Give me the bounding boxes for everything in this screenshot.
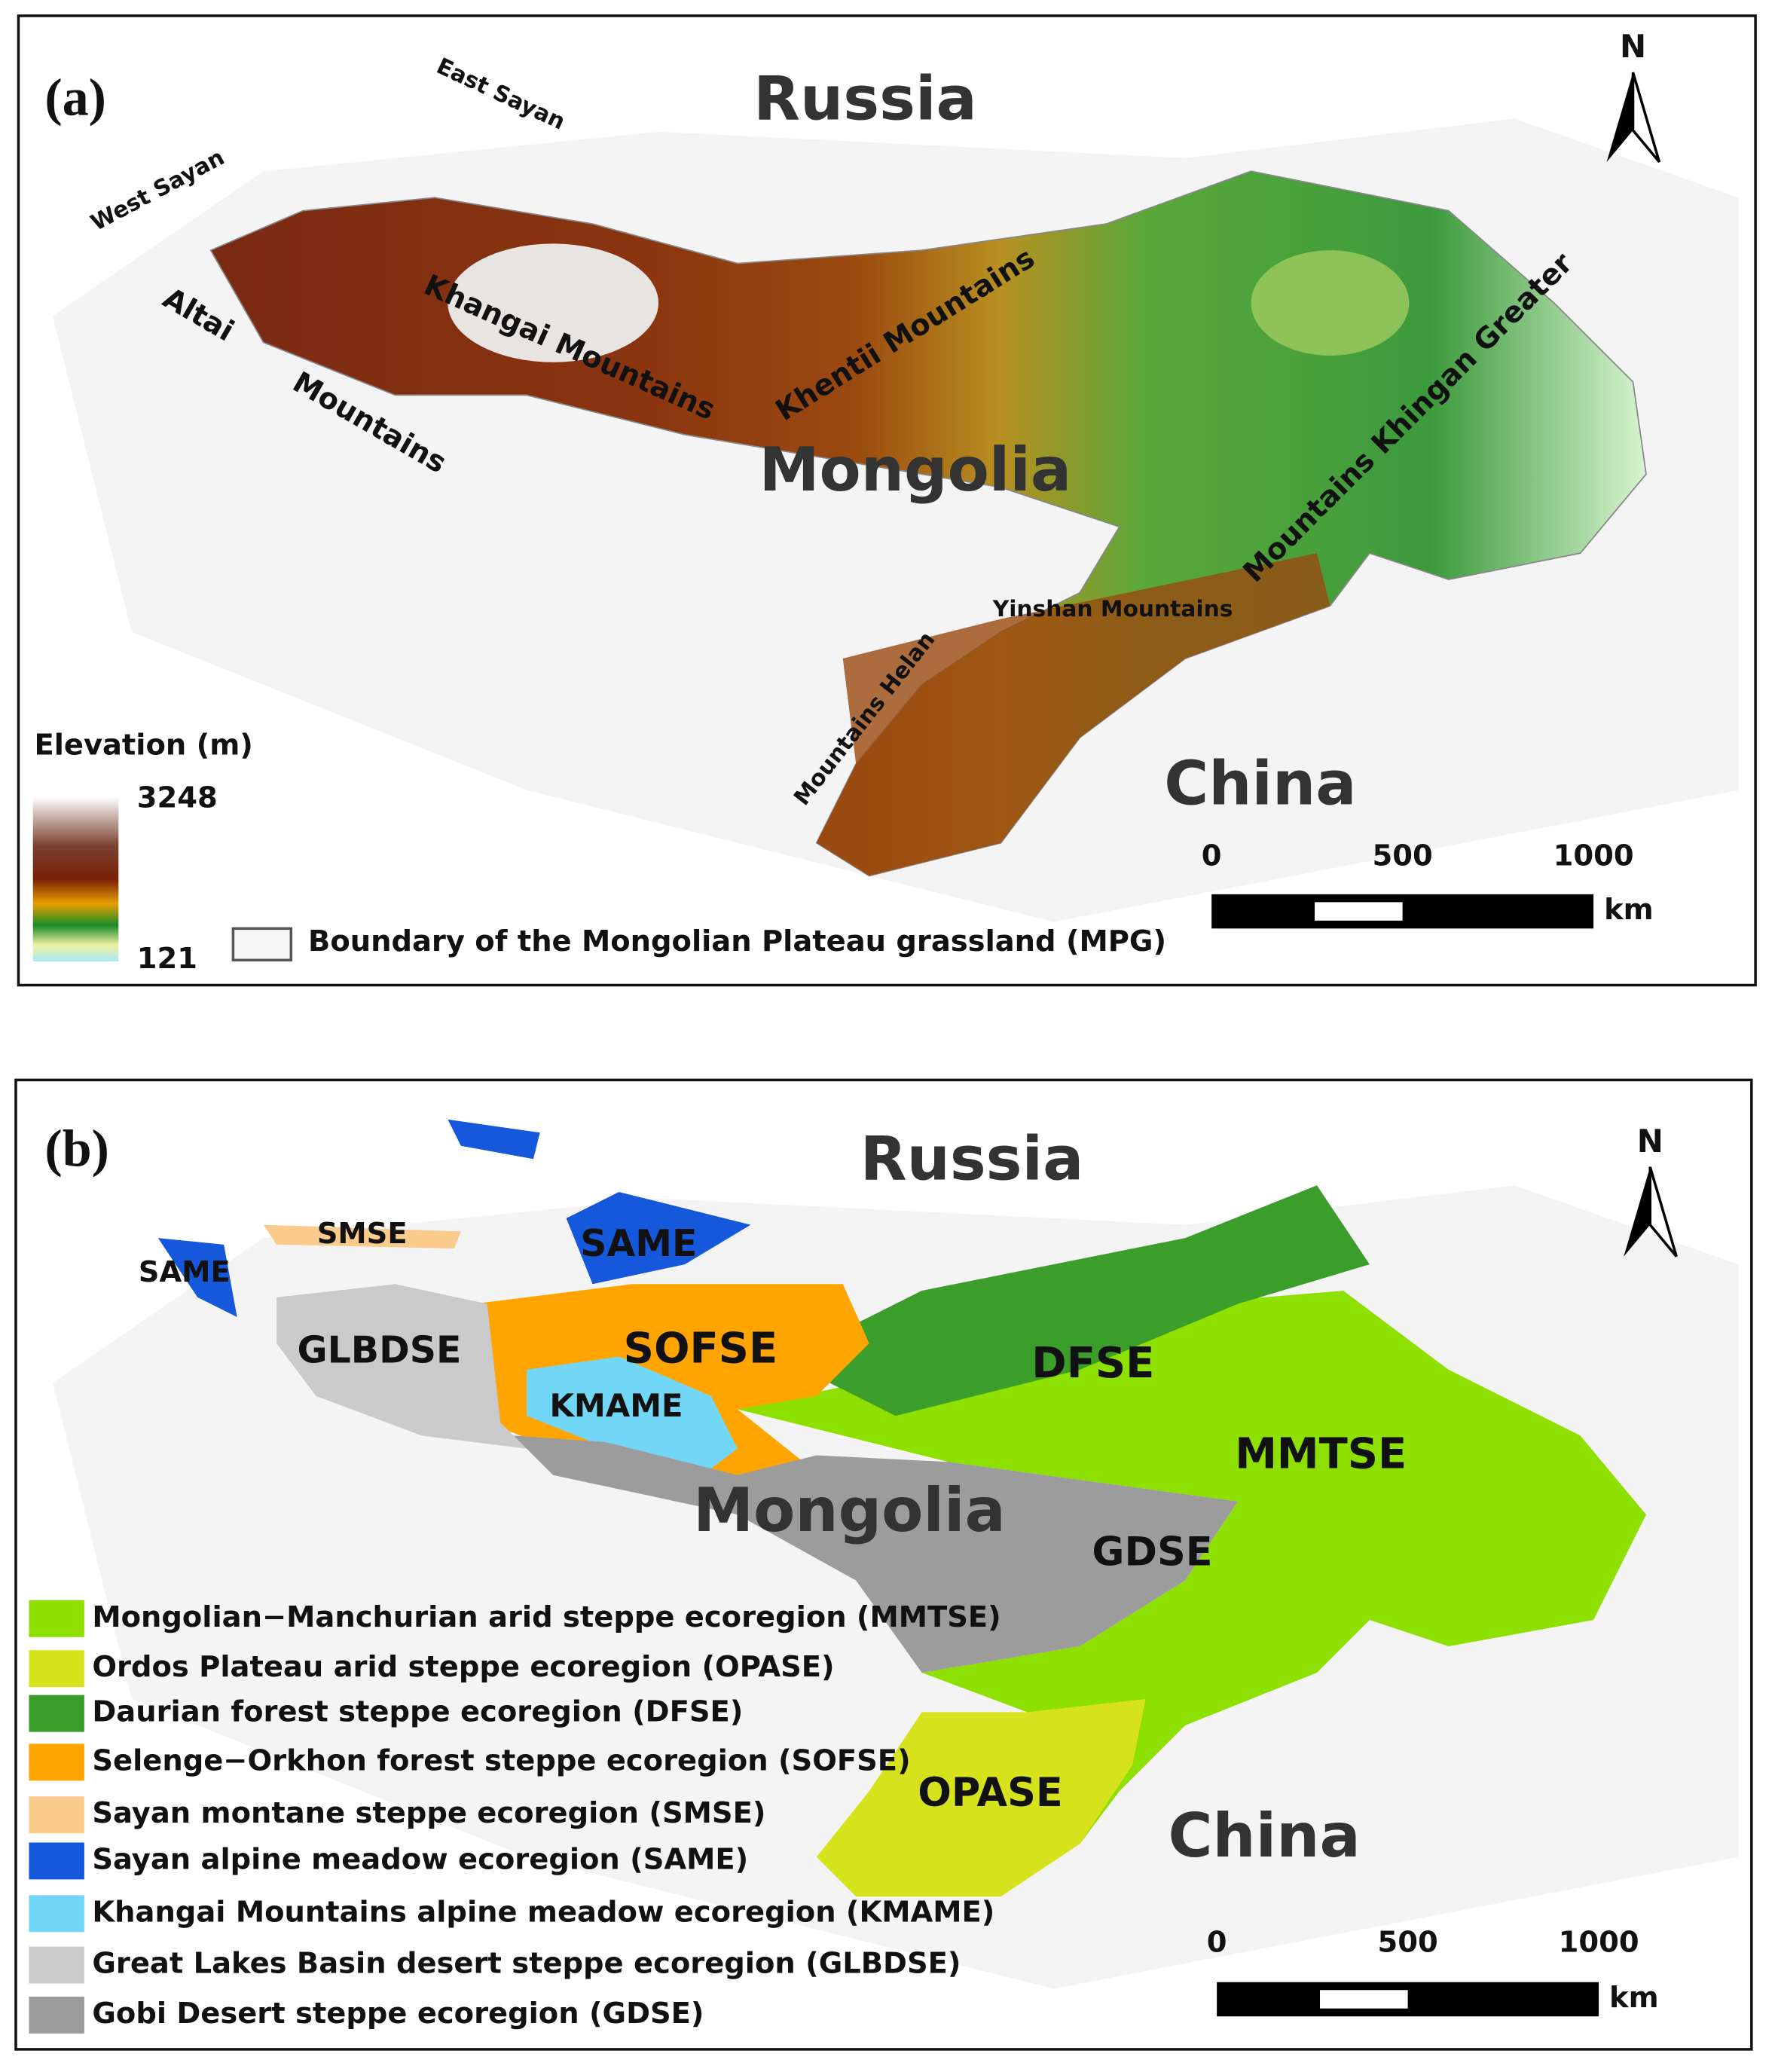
scale-tick-label: 1000 [1553, 839, 1634, 873]
elevation-south [816, 553, 1330, 876]
country-label: China [1168, 1800, 1360, 1871]
north-label: N [1637, 1123, 1663, 1160]
boundary-swatch [231, 927, 293, 962]
legend-label: Mongolian−Manchurian arid steppe ecoregi… [92, 1600, 1001, 1634]
boundary-legend: Boundary of the Mongolian Plateau grassl… [308, 924, 1166, 958]
north-arrow [1631, 72, 1661, 163]
country-label: China [1164, 747, 1356, 818]
legend-swatch [29, 1695, 84, 1732]
region-labels: SMSE SAME SAME GLBDSE SOFSE KMAME DFSE MMTSE GDS… [139, 1217, 1407, 1816]
legend-title: Elevation (m) [34, 729, 252, 762]
scale-tick-label: 500 [1377, 1926, 1437, 1960]
legend-label: Selenge−Orkhon forest steppe ecoregion (… [92, 1743, 910, 1777]
scale-unit: km [1609, 1981, 1659, 2015]
region-smse [263, 1224, 461, 1249]
scale-bars: 0 500 1000 km N 0 500 1000 km N [1202, 28, 1678, 2017]
north-arrow [1624, 1166, 1651, 1257]
region-label: SAME [139, 1255, 231, 1289]
panel-label: (b) [44, 1120, 108, 1178]
low-elevation [1251, 250, 1410, 356]
scale-tick-label: 0 [1207, 1926, 1227, 1960]
region-label: SMSE [317, 1217, 408, 1251]
region-same [157, 1119, 751, 1317]
country-label: Russia [860, 1123, 1084, 1193]
legend-swatch [29, 1842, 84, 1880]
north-arrow [1648, 1166, 1678, 1258]
legend-swatch [29, 1895, 84, 1933]
legend: Mongolian−Manchurian arid steppe ecoregi… [29, 1600, 1001, 2034]
country-label: Russia [753, 63, 977, 133]
region-opase [816, 1698, 1146, 1897]
scale-tick-label: 500 [1372, 839, 1432, 873]
legend-label: Great Lakes Basin desert steppe ecoregio… [92, 1947, 961, 1981]
region-dfse [829, 1185, 1370, 1416]
scale-unit: km [1604, 893, 1654, 927]
high-elevation [448, 243, 658, 362]
region-label: DFSE [1031, 1339, 1154, 1388]
colorbar [32, 796, 119, 962]
scale-bar-segment [1315, 902, 1403, 921]
legend-swatch [29, 1796, 84, 1834]
region-kmame [527, 1356, 738, 1469]
region-gdse [513, 1435, 1239, 1673]
legend-label: Daurian forest steppe ecoregion (DFSE) [92, 1695, 743, 1729]
region-label: SOFSE [624, 1325, 778, 1374]
north-label: N [1620, 28, 1646, 65]
place-label: Yinshan Mountains [992, 596, 1233, 622]
region-glbdse [276, 1284, 527, 1449]
colorbar-max: 3248 [137, 781, 218, 815]
colorbar-min: 121 [137, 942, 197, 976]
country-label: Mongolia [693, 1475, 1006, 1545]
legend-label: Khangai Mountains alpine meadow ecoregio… [92, 1895, 994, 1929]
legend-label: Gobi Desert steppe ecoregion (GDSE) [92, 1997, 704, 2031]
legend-swatch [29, 1743, 84, 1781]
region-label: GDSE [1092, 1529, 1212, 1575]
scale-tick-label: 0 [1202, 839, 1222, 873]
panels: (a) Russia Mongolia China West Sayan Eas… [14, 14, 1757, 2051]
legend-swatch [29, 1946, 84, 1984]
scale-bar-segment [1320, 1990, 1408, 2009]
region-label: MMTSE [1235, 1429, 1407, 1478]
country-label: Mongolia [759, 434, 1072, 505]
region-label: SAME [580, 1222, 697, 1265]
region-mmtse [737, 1291, 1646, 1844]
region-label: GLBDSE [297, 1329, 461, 1372]
legend-label: Ordos Plateau arid steppe ecoregion (OPA… [92, 1650, 834, 1684]
panel-b: (b) Russia Mongolia China SMSE SAME SAME GL… [14, 1078, 1753, 2051]
legend-label: Sayan alpine meadow ecoregion (SAME) [92, 1842, 748, 1876]
scale-tick-label: 1000 [1559, 1926, 1639, 1960]
region-label: KMAME [550, 1387, 683, 1424]
legend-label: Sayan montane steppe ecoregion (SMSE) [92, 1796, 765, 1830]
region-label: OPASE [918, 1770, 1062, 1816]
legend-swatch [29, 1996, 84, 2034]
panel-label: (a) [44, 69, 106, 127]
legend-swatch [29, 1600, 84, 1637]
legend-swatch [29, 1650, 84, 1688]
panel-a: (a) Russia Mongolia China West Sayan Eas… [17, 14, 1757, 987]
